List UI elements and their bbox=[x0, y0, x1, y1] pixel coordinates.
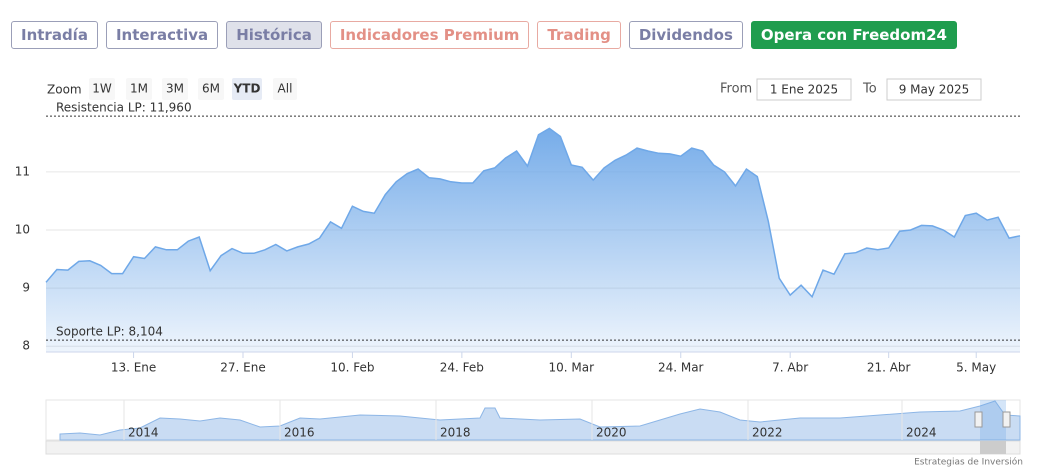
zoom-button[interactable] bbox=[126, 78, 152, 100]
x-tick-label: 21. Abr bbox=[867, 361, 911, 375]
y-tick-label: 9 bbox=[22, 281, 30, 295]
to-label: To bbox=[862, 82, 877, 97]
x-tick-label: 7. Abr bbox=[772, 361, 808, 375]
from-value[interactable]: 1 Ene 2025 bbox=[770, 83, 838, 97]
from-label: From bbox=[720, 82, 752, 97]
tab[interactable]: Histórica bbox=[226, 21, 322, 49]
zoom-button-label[interactable]: 6M bbox=[202, 82, 220, 96]
navigator-handle[interactable] bbox=[974, 411, 983, 428]
zoom-button-label[interactable]: 1M bbox=[130, 82, 148, 96]
area bbox=[46, 128, 1020, 352]
y-tick-label: 11 bbox=[15, 164, 30, 178]
tab[interactable]: Opera con Freedom24 bbox=[750, 21, 957, 49]
navigator-label: 2024 bbox=[906, 426, 937, 440]
credit: Estrategias de Inversión bbox=[914, 457, 1023, 468]
x-tick-label: 10. Feb bbox=[330, 361, 374, 375]
zoom-button-label[interactable]: 3M bbox=[166, 82, 184, 96]
x-tick-label: 24. Feb bbox=[440, 361, 484, 375]
plot-line-label: Soporte LP: 8,104 bbox=[56, 325, 163, 339]
navigator-label: 2016 bbox=[284, 426, 315, 440]
x-tick-label: 13. Ene bbox=[111, 361, 156, 375]
line bbox=[45, 127, 1021, 299]
x-tick-label: 24. Mar bbox=[658, 361, 704, 375]
navigator-series bbox=[59, 400, 1021, 441]
zoom-button-label[interactable]: 1W bbox=[92, 82, 112, 96]
scrollbar[interactable] bbox=[45, 440, 1021, 455]
tab[interactable]: Dividendos bbox=[628, 21, 743, 49]
plot-line-label: Resistencia LP: 11,960 bbox=[56, 101, 192, 115]
navigator-label: 2022 bbox=[752, 426, 783, 440]
navigator-label: 2014 bbox=[128, 426, 159, 440]
zoom-button-label[interactable]: All bbox=[278, 82, 293, 96]
to-value[interactable]: 9 May 2025 bbox=[899, 83, 970, 97]
x-tick-label: 5. May bbox=[956, 361, 996, 375]
zoom-button[interactable] bbox=[89, 78, 115, 100]
y-tick-label: 10 bbox=[15, 223, 30, 237]
zoom-button[interactable] bbox=[198, 78, 224, 100]
x-tick-label: 10. Mar bbox=[549, 361, 595, 375]
navigator-window[interactable] bbox=[980, 400, 1006, 440]
zoom-button-label[interactable]: YTD bbox=[233, 82, 261, 96]
tab[interactable]: Indicadores Premium bbox=[329, 21, 530, 49]
tab-bar: Intradía Interactiva Histórica Indicadores … bbox=[11, 21, 957, 49]
tab[interactable]: Trading bbox=[537, 21, 621, 49]
zoom-button[interactable] bbox=[273, 78, 297, 100]
zoom-button[interactable] bbox=[162, 78, 188, 100]
x-tick-label: 27. Ene bbox=[220, 361, 265, 375]
tab[interactable]: Intradía bbox=[11, 21, 98, 49]
y-tick-label: 8 bbox=[22, 339, 30, 353]
zoom-button[interactable] bbox=[232, 78, 262, 100]
zoom-label: Zoom bbox=[47, 83, 82, 97]
navigator-handle[interactable] bbox=[1002, 411, 1011, 428]
to-input[interactable] bbox=[886, 78, 982, 101]
navigator-label: 2018 bbox=[440, 426, 471, 440]
navigator-label: 2020 bbox=[596, 426, 627, 440]
tab[interactable]: Interactiva bbox=[105, 21, 219, 49]
scrollbar-thumb[interactable] bbox=[980, 441, 1006, 454]
from-input[interactable] bbox=[756, 78, 852, 101]
